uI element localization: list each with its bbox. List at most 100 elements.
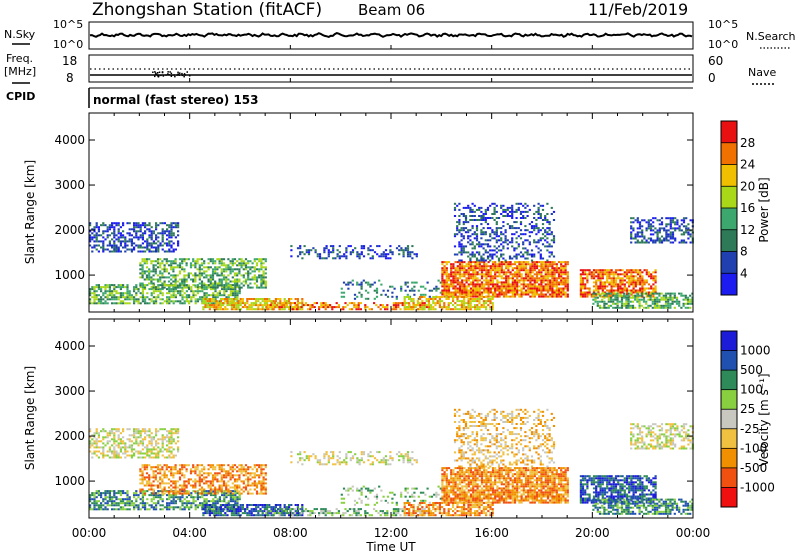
power-cell <box>533 277 536 280</box>
power-cell <box>359 308 362 311</box>
power-cell <box>183 292 186 295</box>
power-cell <box>516 279 519 282</box>
power-cell <box>639 273 642 276</box>
power-cell <box>458 308 461 311</box>
power-cell <box>658 294 661 297</box>
power-cell <box>223 286 226 289</box>
power-cell <box>557 289 561 292</box>
power-cell <box>502 208 505 211</box>
power-cell <box>530 253 534 256</box>
power-cell <box>505 273 508 276</box>
power-cell <box>553 285 556 288</box>
power-cell <box>555 265 558 268</box>
power-cell <box>170 250 173 253</box>
power-cell <box>636 233 639 236</box>
power-cell <box>632 271 635 274</box>
power-cell <box>546 283 550 286</box>
power-cell <box>163 280 166 283</box>
power-cell <box>676 227 679 230</box>
power-cell <box>502 271 506 274</box>
power-cell <box>95 286 98 289</box>
power-cell <box>522 210 525 213</box>
power-cell <box>456 281 459 284</box>
power-cell <box>362 279 365 282</box>
power-cell <box>111 284 114 287</box>
power-cell <box>445 293 448 296</box>
power-cell <box>551 281 554 284</box>
power-cell <box>538 295 541 298</box>
velocity-cell <box>148 504 151 507</box>
power-cell <box>478 293 481 296</box>
power-cell <box>544 293 547 296</box>
power-cell <box>517 227 520 230</box>
power-cell <box>299 251 302 254</box>
power-cell <box>95 240 98 243</box>
power-cell <box>463 306 466 309</box>
power-cell <box>628 285 631 288</box>
power-cell <box>462 237 465 240</box>
power-cell <box>133 226 136 229</box>
power-cell <box>495 255 498 258</box>
power-cell <box>166 300 169 303</box>
power-cell <box>645 306 648 309</box>
power-cell <box>443 265 446 268</box>
power-cell <box>141 266 144 269</box>
power-cell <box>174 278 177 281</box>
power-cell <box>216 292 219 295</box>
power-cell <box>358 255 361 258</box>
power-cell <box>139 264 142 267</box>
power-cell <box>614 289 618 292</box>
power-cell <box>95 222 98 225</box>
power-cell <box>476 261 479 264</box>
velocity-cell <box>161 494 164 497</box>
velocity-cell <box>174 454 177 457</box>
power-cell <box>516 261 519 264</box>
power-cell <box>665 235 668 238</box>
power-cell <box>252 302 255 305</box>
power-cell <box>150 292 153 295</box>
power-cell <box>509 291 512 294</box>
power-cell <box>139 272 142 275</box>
power-x-ticks <box>88 45 694 312</box>
power-cell <box>636 283 640 286</box>
power-cell <box>640 294 643 297</box>
power-cell <box>526 215 529 217</box>
velocity-cell <box>119 456 122 459</box>
power-cell <box>689 298 692 301</box>
power-cell <box>531 263 534 266</box>
power-cell <box>685 241 688 244</box>
power-cell <box>469 263 473 266</box>
power-cell <box>262 286 265 289</box>
power-cell <box>660 298 663 301</box>
power-cell <box>231 280 234 283</box>
velocity-cell <box>124 448 127 451</box>
power-cell <box>529 269 532 272</box>
power-cell <box>606 269 609 272</box>
velocity-cell <box>161 450 164 453</box>
power-cell <box>513 233 516 236</box>
power-cell <box>562 265 565 268</box>
power-cell <box>165 262 168 265</box>
power-cell <box>364 308 367 311</box>
power-cell <box>445 296 448 298</box>
power-cell <box>630 271 633 274</box>
power-cell <box>170 266 173 269</box>
power-cell <box>518 269 521 272</box>
power-cell <box>159 222 162 225</box>
power-cell <box>485 275 488 278</box>
power-cell <box>247 284 250 287</box>
power-cell <box>652 239 655 242</box>
power-cell <box>630 281 633 284</box>
power-cell <box>506 239 509 242</box>
power-cell <box>218 274 221 277</box>
power-cell <box>685 227 688 230</box>
power-cell <box>454 277 457 280</box>
power-cell <box>236 294 239 297</box>
power-cell <box>608 291 611 294</box>
power-colorbar-segment <box>721 251 737 274</box>
power-cell <box>91 236 94 239</box>
power-cell <box>236 284 239 287</box>
power-cell <box>258 270 261 273</box>
power-cell <box>685 225 688 228</box>
power-cell <box>511 208 514 211</box>
